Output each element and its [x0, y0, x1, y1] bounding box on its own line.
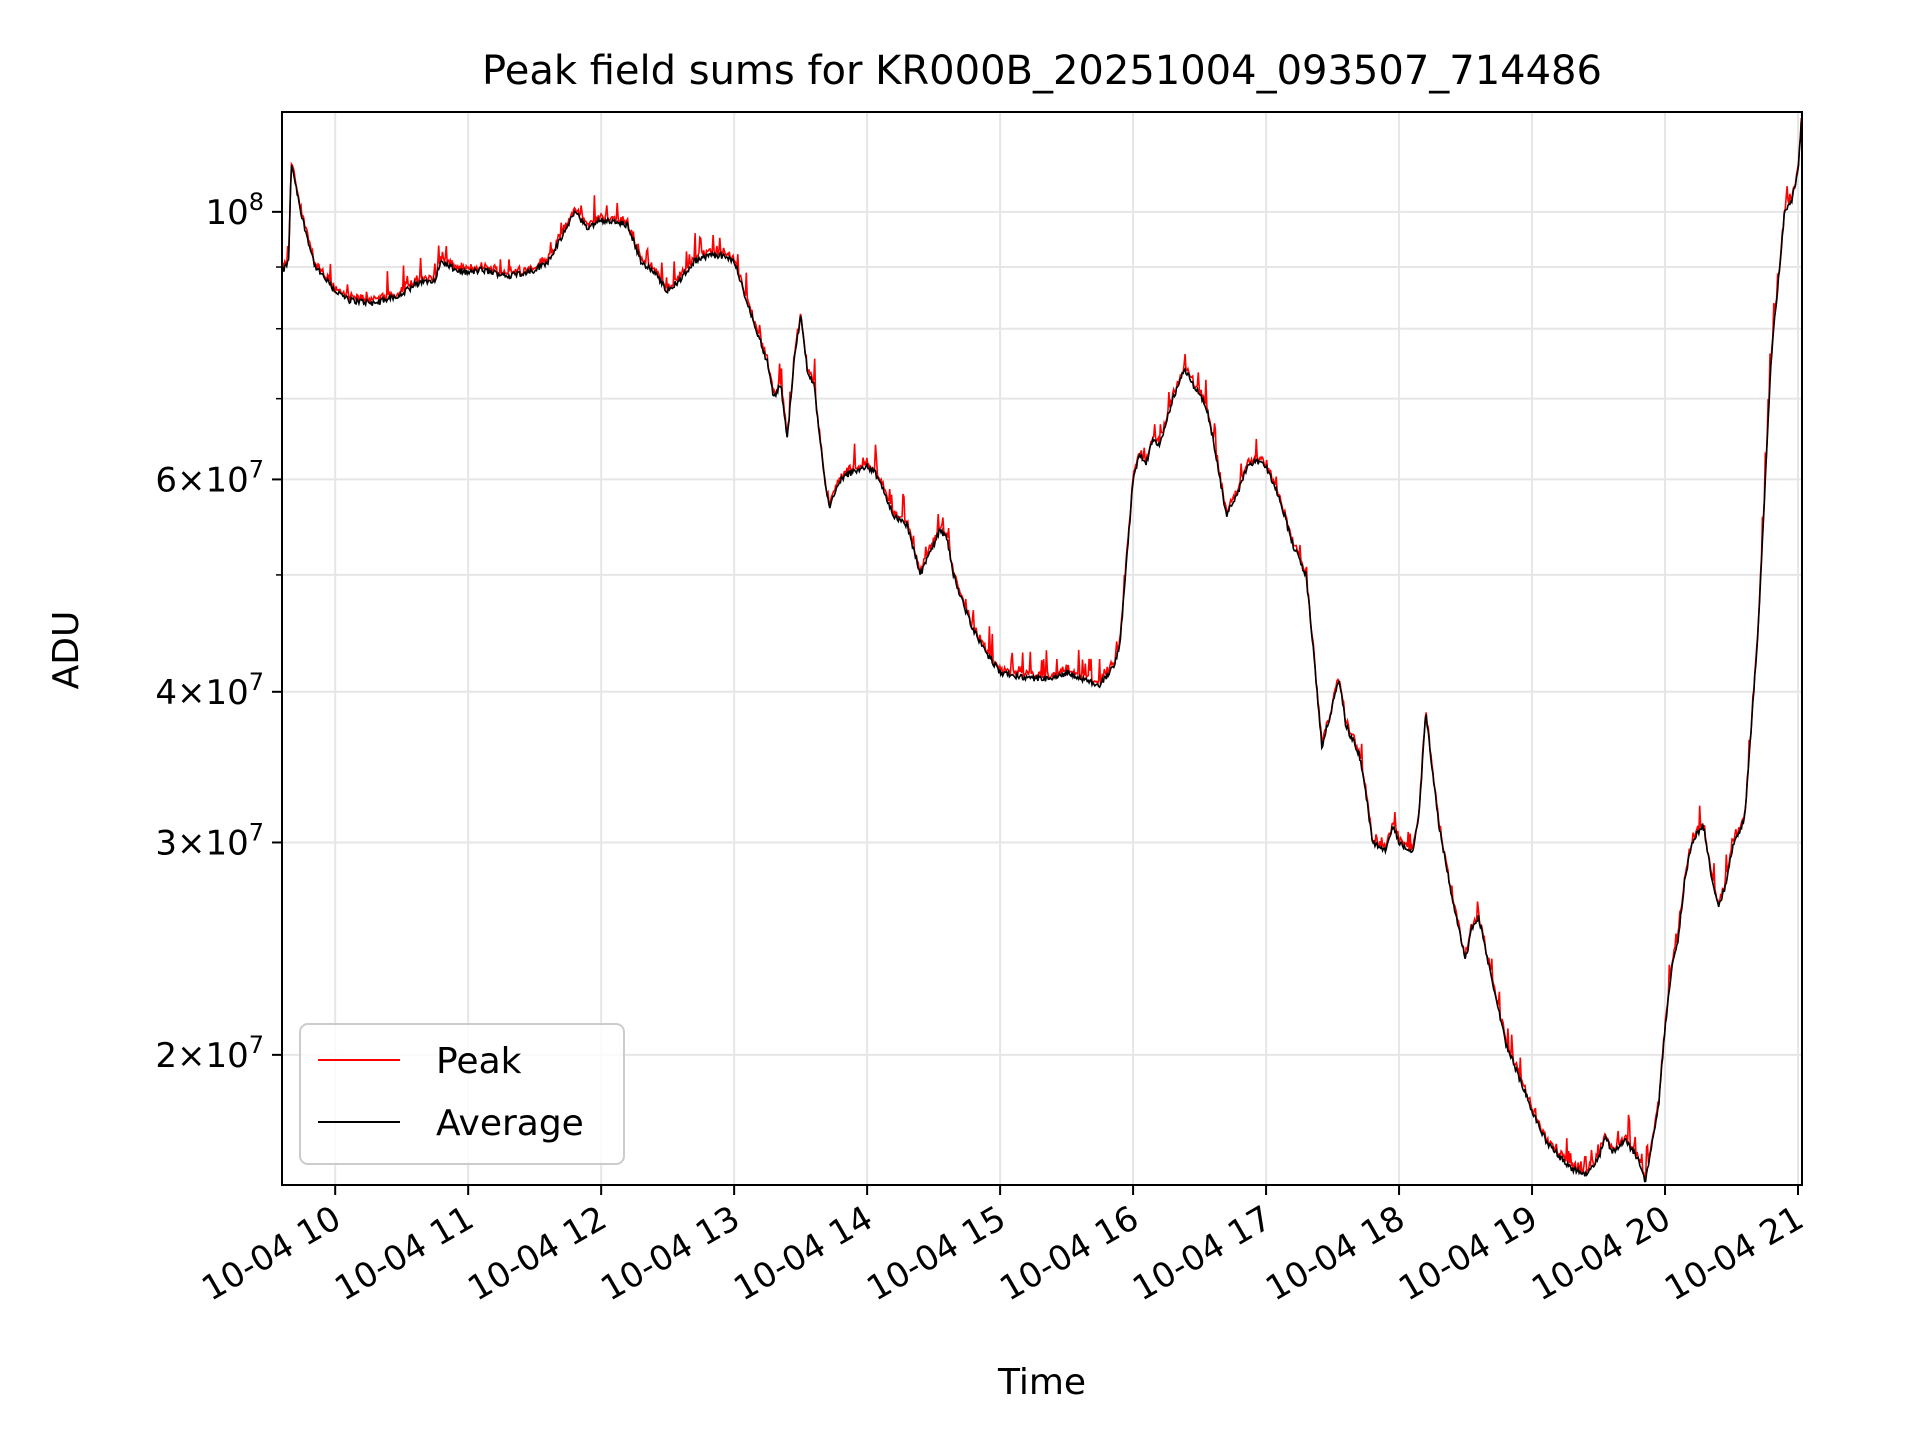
x-tick-label: 10-04 19: [1392, 1198, 1544, 1309]
y-tick-label: 2×107: [155, 1031, 264, 1076]
chart-title: Peak field sums for KR000B_20251004_0935…: [482, 48, 1602, 94]
x-axis-label: Time: [997, 1362, 1086, 1403]
grid: [282, 112, 1802, 1185]
x-tick-label: 10-04 16: [993, 1198, 1145, 1309]
plot-frame: [281, 111, 1803, 1186]
x-tick-label: 10-04 17: [1126, 1198, 1278, 1309]
y-axis-ticks: 2×107 3×107 4×107 6×107 108: [155, 188, 282, 1076]
x-tick-label: 10-04 14: [727, 1198, 879, 1309]
y-tick-label: 4×107: [155, 668, 264, 713]
x-tick-label: 10-04 18: [1259, 1198, 1411, 1309]
peak-series-line: [282, 117, 1802, 1182]
y-axis-label: ADU: [46, 611, 87, 690]
average-series-line: [282, 121, 1802, 1183]
y-tick-label: 108: [205, 188, 264, 233]
x-tick-label: 10-04 10: [195, 1198, 347, 1309]
x-tick-label: 10-04 13: [594, 1198, 746, 1309]
x-tick-label: 10-04 21: [1658, 1198, 1810, 1309]
x-tick-label: 10-04 20: [1525, 1198, 1677, 1309]
x-tick-label: 10-04 12: [461, 1198, 613, 1309]
y-tick-label: 3×107: [155, 818, 264, 863]
legend-average-label: Average: [436, 1103, 584, 1144]
y-tick-label: 6×107: [155, 455, 264, 500]
series-layer: [282, 117, 1802, 1183]
legend: Peak Average: [299, 1023, 625, 1165]
legend-peak-label: Peak: [436, 1041, 522, 1082]
x-tick-label: 10-04 11: [328, 1198, 480, 1309]
x-tick-label: 10-04 15: [860, 1198, 1012, 1309]
